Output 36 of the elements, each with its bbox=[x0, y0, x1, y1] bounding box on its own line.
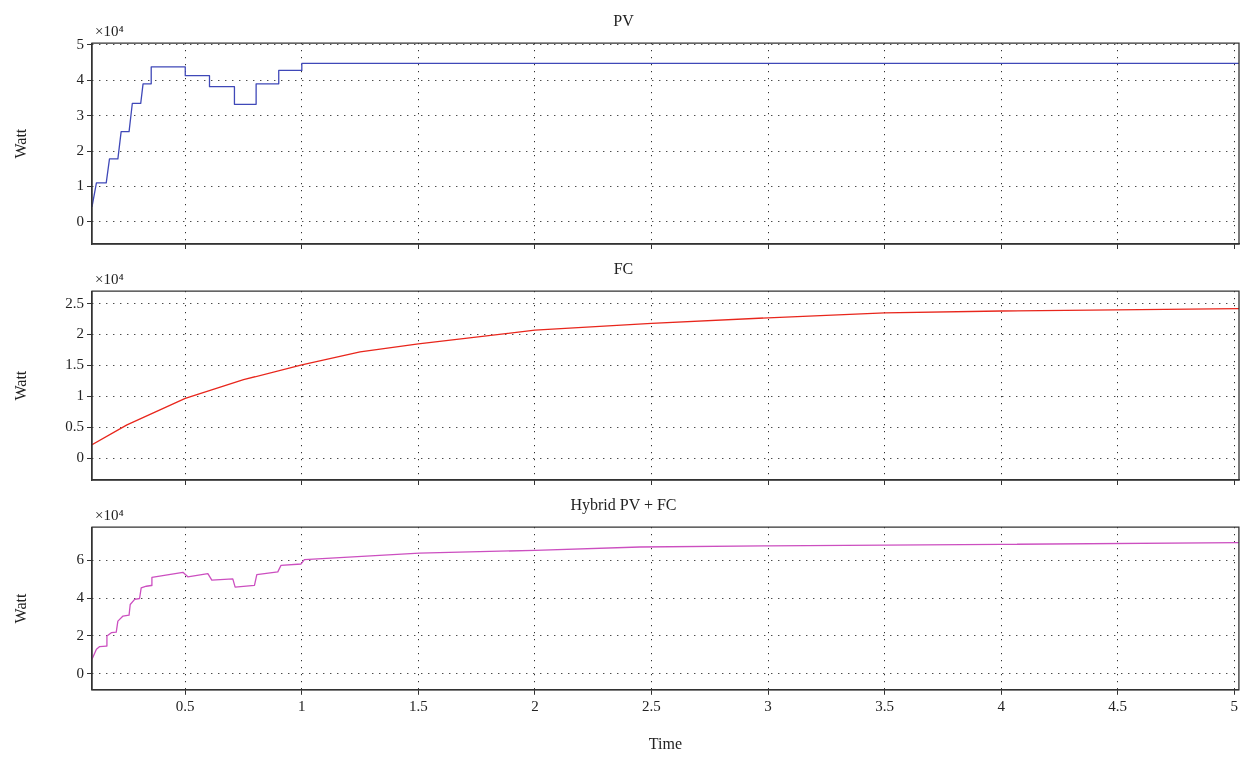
x-tick-label: 5 bbox=[1230, 697, 1238, 714]
chart-title: FC bbox=[613, 259, 634, 277]
chart-title: PV bbox=[613, 11, 635, 29]
y-tick-label: 5 bbox=[76, 35, 84, 52]
y-tick-label: 2 bbox=[76, 141, 84, 158]
x-tick-label: 4.5 bbox=[1108, 697, 1128, 714]
x-tick-label: 4 bbox=[997, 697, 1006, 714]
text: ×10⁴ bbox=[95, 506, 124, 523]
x-axis-title: Time bbox=[648, 734, 683, 752]
x-tick-label: 2.5 bbox=[642, 697, 661, 714]
x-tick-label: 1 bbox=[298, 697, 306, 714]
x-tick-label: 2 bbox=[531, 697, 539, 714]
y-tick-label: 1.5 bbox=[65, 356, 84, 373]
y-tick-label: 0 bbox=[76, 664, 84, 681]
y-tick-label: 0 bbox=[76, 212, 84, 229]
y-axis-title: Watt bbox=[11, 370, 29, 401]
y-tick-label: 6 bbox=[76, 551, 85, 568]
text: ×10⁴ bbox=[95, 22, 124, 39]
y-tick-label: 1 bbox=[76, 387, 84, 404]
y-tick-label: 1 bbox=[76, 177, 84, 194]
x-tick-label: 1.5 bbox=[408, 697, 428, 714]
y-tick-label: 2 bbox=[76, 325, 84, 342]
y-axis-title: Watt bbox=[11, 593, 29, 624]
y-tick-label: 2.5 bbox=[65, 294, 84, 311]
x-tick-label: 3 bbox=[764, 697, 772, 714]
y-tick-label: 2 bbox=[76, 626, 84, 643]
x-tick-label: 3.5 bbox=[875, 697, 894, 714]
y-tick-label: 4 bbox=[76, 71, 85, 88]
text: ×10⁴ bbox=[95, 270, 124, 287]
y-tick-label: 4 bbox=[76, 589, 85, 606]
y-tick-label: 0.5 bbox=[65, 418, 84, 435]
chart-title: Hybrid PV + FC bbox=[570, 495, 677, 514]
y-axis-title: Watt bbox=[11, 128, 29, 159]
x-tick-label: 0.5 bbox=[175, 697, 195, 714]
y-tick-label: 0 bbox=[76, 449, 84, 466]
y-tick-label: 3 bbox=[76, 106, 84, 123]
